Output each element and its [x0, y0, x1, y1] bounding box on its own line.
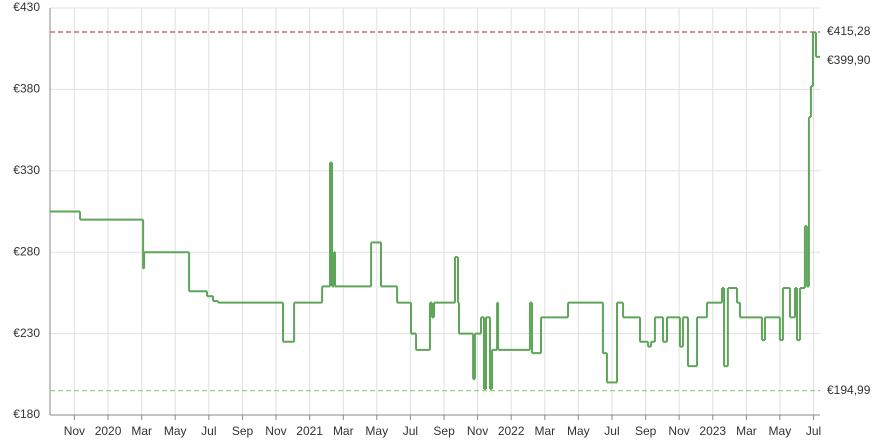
- x-tick-label: Jul: [201, 424, 216, 438]
- x-tick-label: 2021: [296, 424, 323, 438]
- reference-label: €194,99: [827, 383, 871, 397]
- x-tick-label: 2020: [95, 424, 122, 438]
- y-tick-label: €280: [13, 244, 40, 258]
- x-tick-label: May: [769, 424, 792, 438]
- x-tick-label: Sep: [635, 424, 657, 438]
- x-tick-label: Nov: [467, 424, 488, 438]
- y-tick-label: €380: [13, 82, 40, 96]
- x-tick-label: Jul: [403, 424, 418, 438]
- x-tick-label: Sep: [433, 424, 455, 438]
- x-tick-label: Nov: [265, 424, 286, 438]
- y-tick-label: €230: [13, 326, 40, 340]
- x-tick-label: Jul: [604, 424, 619, 438]
- x-tick-label: Mar: [131, 424, 152, 438]
- current-price-label: €399,90: [827, 53, 871, 67]
- x-tick-label: Mar: [535, 424, 556, 438]
- y-tick-label: €180: [13, 407, 40, 421]
- x-tick-label: Nov: [668, 424, 689, 438]
- reference-label: €415,28: [827, 24, 871, 38]
- x-tick-label: May: [567, 424, 590, 438]
- x-tick-label: Mar: [736, 424, 757, 438]
- x-tick-label: May: [365, 424, 388, 438]
- x-tick-label: Sep: [232, 424, 254, 438]
- x-tick-label: Mar: [333, 424, 354, 438]
- x-tick-label: 2022: [498, 424, 525, 438]
- x-tick-label: May: [164, 424, 187, 438]
- x-tick-label: 2023: [699, 424, 726, 438]
- y-tick-label: €430: [13, 0, 40, 14]
- x-tick-label: Jul: [806, 424, 821, 438]
- y-tick-label: €330: [13, 163, 40, 177]
- x-tick-label: Nov: [64, 424, 85, 438]
